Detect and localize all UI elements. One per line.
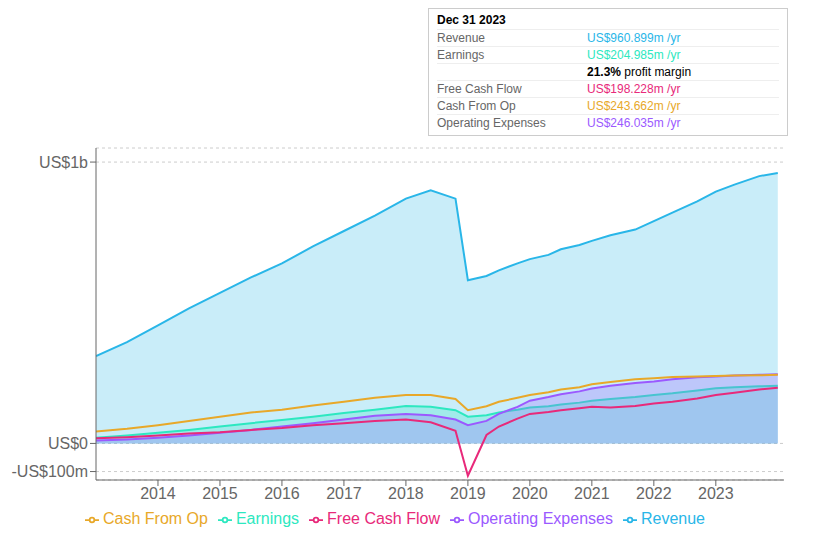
html-text:Cash From Op: Cash From Op [103,510,208,527]
html-text:21.3% profit margin: 21.3% profit margin [587,65,692,79]
html-text:Revenue: Revenue [641,510,705,527]
svg-text:2022: 2022 [636,485,672,502]
html-text:Operating Expenses: Operating Expenses [468,510,613,527]
html-text:Revenue: Revenue [437,31,485,45]
svg-text:2017: 2017 [326,485,362,502]
html-text:Cash From Op: Cash From Op [437,99,516,113]
html-text:US$243.662m /yr: US$243.662m /yr [587,99,681,113]
html-text:Operating Expenses: Operating Expenses [437,116,546,130]
html-text:Dec 31 2023: Dec 31 2023 [437,13,506,27]
html-text:Earnings: Earnings [437,48,485,62]
html-text:US$246.035m /yr: US$246.035m /yr [587,116,681,130]
html-text:US$204.985m /yr: US$204.985m /yr [587,48,681,62]
svg-text:-US$100m: -US$100m [12,463,88,480]
svg-text:2016: 2016 [264,485,300,502]
svg-text:2018: 2018 [388,485,424,502]
html-text:US$960.899m /yr: US$960.899m /yr [587,31,681,45]
svg-text:2021: 2021 [574,485,610,502]
svg-text:2015: 2015 [202,485,238,502]
html-text:Earnings: Earnings [235,510,300,527]
svg-text:2014: 2014 [140,485,176,502]
svg-text:US$0: US$0 [48,435,88,452]
svg-text:US$1b: US$1b [39,154,88,171]
svg-text:2023: 2023 [698,485,734,502]
svg-text:2020: 2020 [512,485,548,502]
html-text:Free Cash Flow: Free Cash Flow [327,510,440,527]
html-text:US$198.228m /yr: US$198.228m /yr [587,82,681,96]
html-text:Free Cash Flow: Free Cash Flow [437,82,522,96]
svg-text:2019: 2019 [450,485,486,502]
